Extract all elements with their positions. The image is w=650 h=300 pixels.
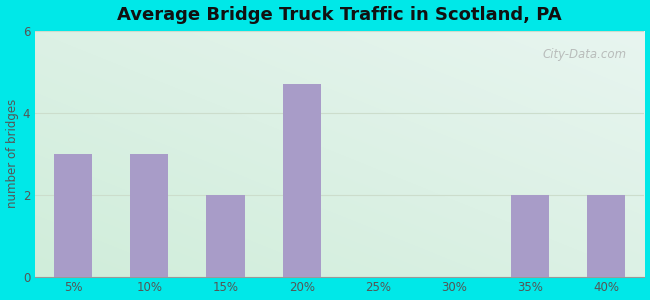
Bar <box>130 154 168 277</box>
Bar <box>207 195 244 277</box>
Y-axis label: number of bridges: number of bridges <box>6 99 19 208</box>
Bar <box>511 195 549 277</box>
Text: City-Data.com: City-Data.com <box>542 48 626 61</box>
Bar <box>588 195 625 277</box>
Title: Average Bridge Truck Traffic in Scotland, PA: Average Bridge Truck Traffic in Scotland… <box>118 6 562 24</box>
Bar <box>283 84 320 277</box>
Bar <box>54 154 92 277</box>
